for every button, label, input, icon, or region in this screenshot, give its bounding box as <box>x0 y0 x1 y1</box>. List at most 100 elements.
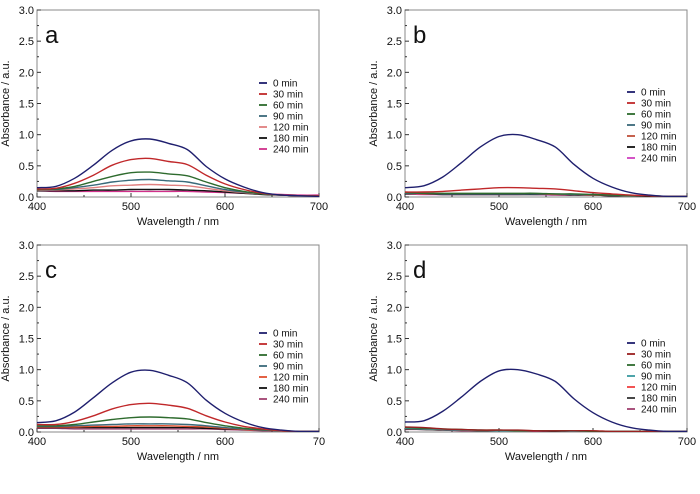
x-tick-label: 400 <box>396 436 414 448</box>
x-axis-label: Wavelength / nm <box>137 216 219 228</box>
legend-label: 90 min <box>641 121 671 132</box>
y-tick-label: 3.0 <box>19 5 34 17</box>
x-tick-label: 500 <box>122 436 140 448</box>
x-tick-label: 400 <box>28 201 46 213</box>
y-tick-label: 0.0 <box>387 192 402 204</box>
legend-label: 60 min <box>641 361 671 372</box>
panel-label: c <box>45 257 57 284</box>
y-tick-label: 0.0 <box>19 427 34 439</box>
x-tick-label: 500 <box>490 436 508 448</box>
series-line-0-min <box>405 133 687 197</box>
y-axis-label: Absorbance / a.u. <box>0 60 12 146</box>
legend-label: 30 min <box>273 340 303 351</box>
x-tick-label: 70 <box>313 436 325 448</box>
y-tick-label: 2.5 <box>19 271 34 283</box>
panel-a: 0.0 0.5 1.0 1.5 2.0 2.5 3.0 400 500 600 700 Wavelen… <box>0 5 328 228</box>
legend-label: 180 min <box>641 143 677 154</box>
legend-label: 240 min <box>641 405 677 416</box>
legend-label: 180 min <box>641 394 677 405</box>
y-tick-label: 3.0 <box>387 5 402 17</box>
x-axis-label: Wavelength / nm <box>137 451 219 463</box>
panel-b: 0.0 0.5 1.0 1.5 2.0 2.5 3.0 400 500 600 700 Wavelen… <box>368 5 696 228</box>
legend-label: 120 min <box>273 123 309 134</box>
legend-label: 0 min <box>641 339 665 350</box>
panel-label: d <box>413 257 426 284</box>
legend-label: 120 min <box>641 383 677 394</box>
x-tick-label: 600 <box>216 436 234 448</box>
y-tick-label: 1.0 <box>387 365 402 377</box>
y-tick-label: 1.0 <box>19 130 34 142</box>
legend-label: 60 min <box>273 101 303 112</box>
y-tick-label: 0.5 <box>387 396 402 408</box>
y-tick-label: 0.0 <box>19 192 34 204</box>
y-axis-label: Absorbance / a.u. <box>368 60 380 146</box>
x-tick-label: 500 <box>490 201 508 213</box>
legend-label: 90 min <box>641 372 671 383</box>
y-tick-label: 0.5 <box>19 396 34 408</box>
legend-label: 30 min <box>641 99 671 110</box>
y-axis-label: Absorbance / a.u. <box>368 295 380 381</box>
legend-label: 180 min <box>273 384 309 395</box>
series-line-30-min <box>405 426 687 432</box>
x-tick-label: 600 <box>584 436 602 448</box>
y-tick-label: 1.5 <box>19 99 34 111</box>
y-tick-label: 0.5 <box>19 161 34 173</box>
series-line-30-min <box>37 402 319 432</box>
series-line-0-min <box>405 368 687 432</box>
x-tick-label: 700 <box>678 436 696 448</box>
legend-label: 180 min <box>273 134 309 145</box>
series-line-0-min <box>37 138 319 197</box>
legend-label: 0 min <box>273 329 297 340</box>
y-tick-label: 0.5 <box>387 161 402 173</box>
panel-label: a <box>45 22 59 49</box>
x-axis-label: Wavelength / nm <box>505 451 587 463</box>
x-tick-label: 700 <box>310 201 328 213</box>
series-line-0-min <box>37 369 319 432</box>
x-tick-label: 700 <box>678 201 696 213</box>
y-tick-label: 1.5 <box>387 334 402 346</box>
legend-label: 30 min <box>273 90 303 101</box>
legend-label: 120 min <box>273 373 309 384</box>
x-axis-label: Wavelength / nm <box>505 216 587 228</box>
panel-label: b <box>413 22 426 49</box>
legend-label: 240 min <box>273 145 309 156</box>
y-tick-label: 3.0 <box>19 240 34 252</box>
legend-label: 0 min <box>641 88 665 99</box>
x-tick-label: 400 <box>396 201 414 213</box>
x-tick-label: 500 <box>122 201 140 213</box>
legend-label: 60 min <box>273 351 303 362</box>
y-tick-label: 2.0 <box>387 67 402 79</box>
series-line-30-min <box>405 186 687 197</box>
panel-c: 0.0 0.5 1.0 1.5 2.0 2.5 3.0 400 500 600 70 Waveleng… <box>0 240 325 463</box>
y-tick-label: 2.0 <box>19 67 34 79</box>
legend-label: 0 min <box>273 79 297 90</box>
y-axis-label: Absorbance / a.u. <box>0 295 12 381</box>
legend-label: 30 min <box>641 350 671 361</box>
y-tick-label: 2.5 <box>387 271 402 283</box>
x-tick-label: 600 <box>584 201 602 213</box>
legend-label: 90 min <box>273 112 303 123</box>
y-tick-label: 0.0 <box>387 427 402 439</box>
y-tick-label: 1.0 <box>387 130 402 142</box>
legend-label: 60 min <box>641 110 671 121</box>
y-tick-label: 2.5 <box>387 36 402 48</box>
y-tick-label: 2.0 <box>19 302 34 314</box>
legend-label: 120 min <box>641 132 677 143</box>
y-tick-label: 1.0 <box>19 365 34 377</box>
legend-label: 90 min <box>273 362 303 373</box>
legend-label: 240 min <box>273 395 309 406</box>
x-tick-label: 400 <box>28 436 46 448</box>
panel-d: 0.0 0.5 1.0 1.5 2.0 2.5 3.0 400 500 600 700 Wavelen… <box>368 240 696 463</box>
y-tick-label: 1.5 <box>19 334 34 346</box>
y-tick-label: 1.5 <box>387 99 402 111</box>
x-tick-label: 600 <box>216 201 234 213</box>
y-tick-label: 2.0 <box>387 302 402 314</box>
y-tick-label: 2.5 <box>19 36 34 48</box>
y-tick-label: 3.0 <box>387 240 402 252</box>
legend-label: 240 min <box>641 154 677 165</box>
